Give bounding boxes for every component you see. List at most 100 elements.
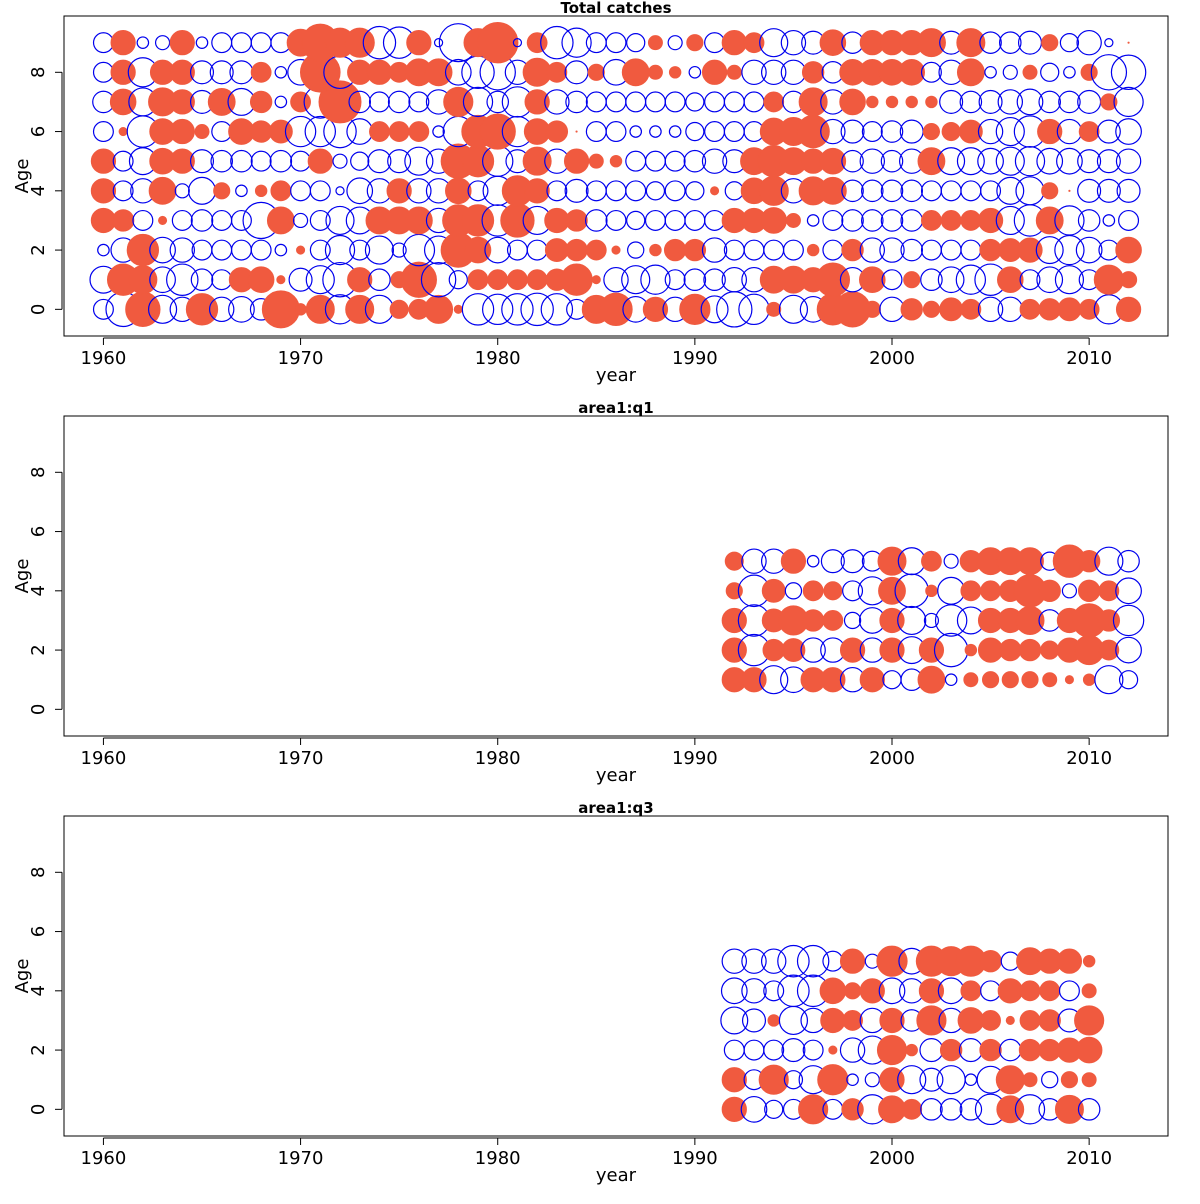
y-tick-label: 6 xyxy=(28,126,49,137)
x-axis-label: year xyxy=(596,1165,637,1186)
bubble-negative xyxy=(448,270,468,290)
bubble-positive xyxy=(925,584,938,598)
plot-frame xyxy=(63,815,1169,1137)
bubble-positive xyxy=(877,546,907,576)
bubble-negative xyxy=(724,181,744,201)
bubble-positive xyxy=(917,665,946,694)
bubble-positive xyxy=(642,296,669,322)
bubble-negative xyxy=(189,149,215,174)
bubble-negative xyxy=(540,25,574,60)
bubble-positive xyxy=(820,667,846,693)
bubble-negative xyxy=(822,239,844,261)
bubble-positive xyxy=(956,28,986,58)
bubble-positive xyxy=(758,1064,789,1095)
y-tick-label: 0 xyxy=(28,1104,49,1115)
bubble-positive xyxy=(819,29,847,56)
bubble-negative xyxy=(997,296,1024,323)
bubble-positive xyxy=(785,212,801,228)
bubble-negative xyxy=(899,119,924,144)
bubble-negative xyxy=(879,296,905,323)
bubble-positive xyxy=(977,207,1004,234)
bubble-negative xyxy=(1036,147,1064,175)
bubble-negative xyxy=(743,1039,765,1061)
bubble-positive xyxy=(843,982,862,1000)
y-tick-label: 4 xyxy=(28,585,49,596)
bubble-positive xyxy=(560,263,593,296)
bubble-positive xyxy=(941,122,961,142)
bubble-negative xyxy=(664,150,686,172)
y-tick-label: 8 xyxy=(28,867,49,878)
bubble-negative xyxy=(900,179,924,203)
bubble-negative xyxy=(1077,89,1102,114)
bubble-negative xyxy=(923,612,940,629)
bubble-positive xyxy=(1098,580,1120,602)
bubble-positive xyxy=(960,980,982,1002)
y-tick-label: 0 xyxy=(28,304,49,315)
x-tick-label: 2000 xyxy=(869,1148,915,1169)
bubble-positive xyxy=(1074,1005,1105,1036)
bubble-negative xyxy=(520,292,554,327)
bubble-negative xyxy=(980,180,1002,202)
bubble-negative xyxy=(171,209,193,231)
bubble-negative xyxy=(839,1037,866,1063)
bubble-negative xyxy=(759,28,789,58)
bubble-positive xyxy=(980,580,1001,602)
bubble-negative xyxy=(920,1098,943,1121)
bubble-positive xyxy=(461,204,495,237)
bubble-negative xyxy=(840,119,865,144)
bubble-positive xyxy=(841,1098,864,1121)
bubble-negative xyxy=(1061,583,1078,599)
bubble-negative xyxy=(920,239,942,261)
x-tick-label: 1970 xyxy=(278,748,324,769)
bubble-positive xyxy=(565,238,588,262)
bubble-positive xyxy=(918,637,945,663)
bubble-negative xyxy=(387,90,411,114)
bubble-negative xyxy=(980,980,1002,1002)
bubble-positive xyxy=(859,978,885,1004)
bubble-positive xyxy=(126,233,160,267)
bubble-negative xyxy=(940,239,962,261)
bubble-negative xyxy=(228,295,255,323)
bubble-negative xyxy=(211,239,233,261)
bubble-positive xyxy=(721,637,747,663)
bubble-negative xyxy=(166,263,199,296)
bubble-positive xyxy=(916,28,946,58)
bubble-positive xyxy=(1081,983,1097,999)
bubble-negative xyxy=(780,59,807,86)
y-tick-label: 6 xyxy=(28,926,49,937)
bubble-negative xyxy=(1058,90,1081,114)
bubble-negative xyxy=(1077,149,1102,174)
bubble-positive xyxy=(801,609,825,632)
bubble-positive xyxy=(408,121,430,142)
bubble-negative xyxy=(585,32,607,54)
bubble-negative xyxy=(274,65,288,79)
bubble-positive xyxy=(591,275,601,285)
bubble-positive xyxy=(386,178,412,204)
bubble-negative xyxy=(211,269,233,291)
bubble-negative xyxy=(741,948,767,974)
bubble-positive xyxy=(347,267,373,293)
bubble-positive xyxy=(565,209,588,232)
bubble-negative xyxy=(664,209,686,231)
bubble-negative xyxy=(1054,234,1085,266)
bubble-negative xyxy=(1115,577,1142,605)
bubble-negative xyxy=(920,180,942,202)
bubble-negative xyxy=(649,125,662,138)
bubble-negative xyxy=(664,91,686,113)
x-tick-label: 1980 xyxy=(475,748,521,769)
bubble-positive xyxy=(647,64,663,80)
bubble-negative xyxy=(346,118,374,145)
bubble-negative xyxy=(540,293,574,326)
bubble-negative xyxy=(800,637,826,663)
x-tick-label: 1990 xyxy=(672,1148,718,1169)
bubble-negative xyxy=(364,235,395,265)
bubble-negative xyxy=(112,150,134,172)
bubble-positive xyxy=(841,238,864,262)
bubble-negative xyxy=(230,149,253,173)
bubble-negative xyxy=(486,90,510,114)
bubble-negative xyxy=(190,268,214,291)
bubble-negative xyxy=(964,1073,978,1087)
x-tick-label: 1980 xyxy=(475,348,521,369)
bubble-positive xyxy=(524,178,550,204)
bubble-positive xyxy=(903,271,921,289)
